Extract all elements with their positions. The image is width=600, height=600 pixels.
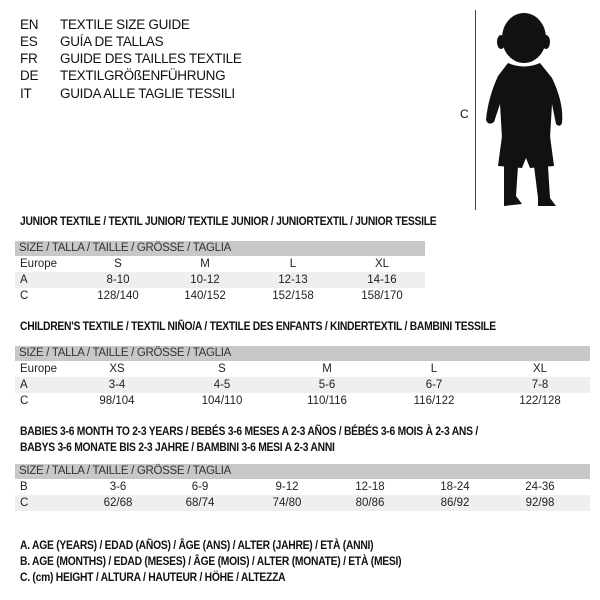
row-label: C (20, 395, 29, 407)
table-cell: 122/128 (519, 395, 561, 407)
legend-item: A. AGE (YEARS) / EDAD (AÑOS) / ÂGE (ANS)… (20, 538, 374, 552)
table-cell: 4-5 (213, 379, 231, 391)
table-cell: 128/140 (97, 290, 139, 302)
table-cell: 110/116 (307, 395, 347, 407)
language-code: FR (20, 51, 38, 66)
table-row: C 98/104 104/110 110/116 116/122 122/128 (15, 393, 590, 409)
table-cell: 74/80 (272, 497, 302, 509)
table-cell: 14-16 (367, 274, 397, 286)
table-title: CHILDREN'S TEXTILE / TEXTIL NIÑO/A / TEX… (20, 319, 496, 333)
table-cell: 7-8 (531, 379, 549, 391)
table-header: SIZE / TALLA / TAILLE / GRÖSSE / TAGLIA (15, 464, 590, 479)
table-cell: 3-6 (109, 481, 127, 493)
legend-item: B. AGE (MONTHS) / EDAD (MESES) / ÂGE (MO… (20, 554, 402, 568)
table-cell: XS (109, 363, 125, 375)
table-cell: S (114, 258, 122, 270)
size-table: SIZE / TALLA / TAILLE / GRÖSSE / TAGLIA E… (15, 346, 590, 409)
table-row: Europe S M L XL (15, 256, 425, 272)
table-title: BABIES 3-6 MONTH TO 2-3 YEARS / BEBÉS 3-… (20, 424, 478, 438)
table-cell: 8-10 (106, 274, 130, 286)
table-row: B 3-6 6-9 9-12 12-18 18-24 24-36 (15, 479, 590, 495)
table-cell: 104/110 (201, 395, 243, 407)
table-cell: L (430, 363, 438, 375)
table-cell: 116/122 (413, 395, 455, 407)
language-title: TEXTILGRÖßENFÜHRUNG (60, 68, 226, 83)
row-label: Europe (20, 363, 58, 375)
table-cell: 152/158 (272, 290, 314, 302)
table-cell: S (218, 363, 226, 375)
table-cell: 6-9 (191, 481, 209, 493)
table-cell: XL (374, 258, 390, 270)
table-cell: 86/92 (440, 497, 470, 509)
table-title: JUNIOR TEXTILE / TEXTIL JUNIOR/ TEXTILE … (20, 214, 437, 228)
language-code: ES (20, 34, 38, 49)
language-code: DE (20, 68, 39, 83)
measure-line (475, 10, 476, 210)
table-row: A 3-4 4-5 5-6 6-7 7-8 (15, 377, 590, 393)
table-cell: 9-12 (275, 481, 299, 493)
table-cell: 3-4 (108, 379, 126, 391)
table-cell: 68/74 (185, 497, 215, 509)
language-title: TEXTILE SIZE GUIDE (60, 17, 190, 32)
size-table: SIZE / TALLA / TAILLE / GRÖSSE / TAGLIA E… (15, 241, 425, 304)
table-title: BABYS 3-6 MONATE BIS 2-3 JAHRE / BAMBINI… (20, 440, 335, 454)
table-cell: 6-7 (425, 379, 443, 391)
size-table: SIZE / TALLA / TAILLE / GRÖSSE / TAGLIA B… (15, 464, 590, 511)
table-cell: M (322, 363, 332, 375)
child-silhouette-icon (486, 13, 563, 206)
table-cell: 62/68 (103, 497, 133, 509)
table-header: SIZE / TALLA / TAILLE / GRÖSSE / TAGLIA (15, 346, 590, 361)
table-cell: 80/86 (355, 497, 385, 509)
row-label: C (20, 497, 29, 509)
measure-label: C (460, 107, 469, 121)
table-cell: 12-18 (355, 481, 385, 493)
legend-item: C. (cm) HEIGHT / ALTURA / HAUTEUR / HÖHE… (20, 570, 286, 584)
table-cell: 140/152 (184, 290, 226, 302)
table-row: A 8-10 10-12 12-13 14-16 (15, 272, 425, 288)
language-code: IT (20, 86, 32, 101)
table-row: Europe XS S M L XL (15, 361, 590, 377)
table-cell: 12-13 (278, 274, 308, 286)
table-cell: 5-6 (318, 379, 336, 391)
language-title: GUIDE DES TAILLES TEXTILE (60, 51, 242, 66)
table-row: C 128/140 140/152 152/158 158/170 (15, 288, 425, 304)
row-label: C (20, 290, 29, 302)
row-label: A (20, 274, 28, 286)
table-cell: 10-12 (190, 274, 220, 286)
table-cell: 18-24 (440, 481, 470, 493)
table-cell: XL (532, 363, 548, 375)
language-title: GUIDA ALLE TAGLIE TESSILI (60, 86, 235, 101)
language-title: GUÍA DE TALLAS (60, 34, 164, 49)
table-cell: 92/98 (525, 497, 555, 509)
row-label: A (20, 379, 28, 391)
row-label: B (20, 481, 28, 493)
table-cell: L (289, 258, 297, 270)
table-cell: 98/104 (99, 395, 135, 407)
table-row: C 62/68 68/74 74/80 80/86 86/92 92/98 (15, 495, 590, 511)
table-cell: 24-36 (525, 481, 555, 493)
table-cell: 158/170 (361, 290, 403, 302)
language-code: EN (20, 17, 39, 32)
table-cell: M (200, 258, 210, 270)
table-header: SIZE / TALLA / TAILLE / GRÖSSE / TAGLIA (15, 241, 425, 256)
row-label: Europe (20, 258, 58, 270)
